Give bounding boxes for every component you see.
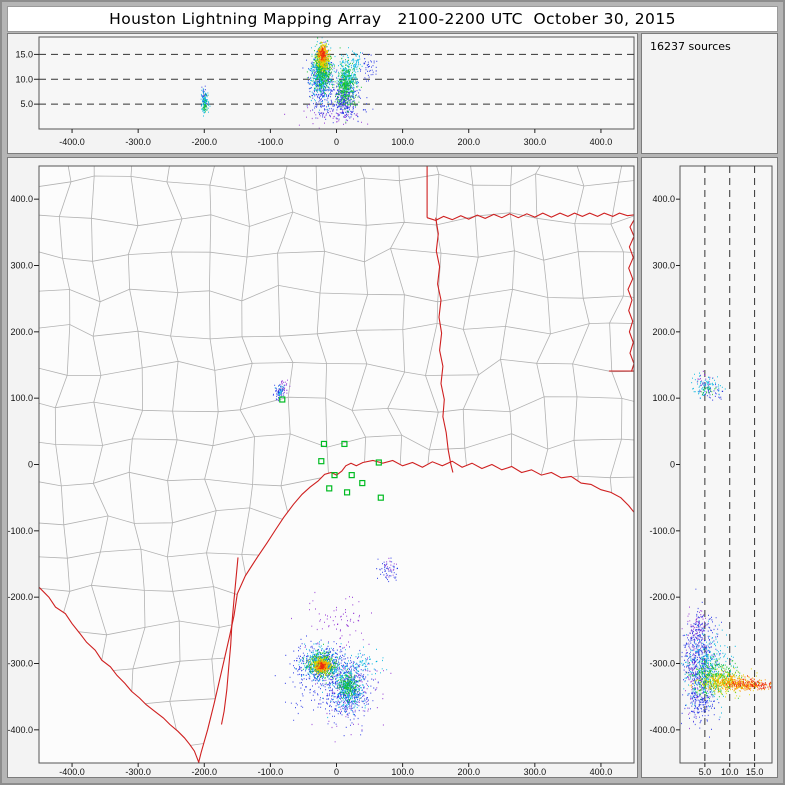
tick-label: -400.0 xyxy=(59,767,85,777)
scatter-points-blue xyxy=(360,52,378,82)
tick-label: 10.0 xyxy=(15,74,33,84)
tick-label: 300.0 xyxy=(10,260,33,270)
scatter-points-blue xyxy=(376,557,398,583)
lma-station-marker xyxy=(343,489,351,496)
scatter-points-purple xyxy=(291,591,372,656)
tick-label: 200.0 xyxy=(457,767,480,777)
tick-label: -400.0 xyxy=(649,725,675,735)
state-borders xyxy=(39,166,634,763)
ms-river-line xyxy=(627,219,634,372)
lma-station-marker xyxy=(377,494,384,501)
tick-label: 100.0 xyxy=(652,393,675,403)
tick-label: 5.0 xyxy=(699,767,712,777)
scatter-points-red xyxy=(318,46,326,61)
lma-station-marker xyxy=(318,458,325,465)
scatter-points-blue xyxy=(284,665,379,721)
tick-label: 200.0 xyxy=(10,327,33,337)
scatter-points-green xyxy=(202,93,209,113)
lma-station-marker xyxy=(320,440,328,448)
tick-label: -400.0 xyxy=(8,725,33,735)
coast-line xyxy=(198,459,634,763)
scatter-points-green xyxy=(700,386,717,396)
tick-label: -100.0 xyxy=(258,137,284,147)
rio-grande-line xyxy=(39,586,200,763)
plan-view-chart: -400.0 -400.0 -300.0 -300.0 -200.0 -200.0 -100… xyxy=(8,165,635,777)
tick-label: -200.0 xyxy=(192,767,218,777)
scatter-points-red xyxy=(726,675,771,690)
tick-label: 0 xyxy=(334,767,339,777)
title-bar: Houston Lightning Mapping Array 2100-220… xyxy=(7,6,778,32)
tick-label: 100.0 xyxy=(391,137,414,147)
scatter-points-cyan xyxy=(274,384,285,395)
tick-label: 400.0 xyxy=(590,137,613,147)
tick-label: -100.0 xyxy=(649,526,675,536)
tick-label: -300.0 xyxy=(125,137,151,147)
sources-count-panel: 16237 sources xyxy=(641,33,778,154)
lma-station-marker xyxy=(375,459,382,466)
tick-label: 300.0 xyxy=(524,767,547,777)
lma-station-marker xyxy=(331,472,338,479)
tick-label: 15.0 xyxy=(15,49,33,59)
island-line xyxy=(220,557,239,725)
altitude-ns-chart: 5.0 10.0 15.0 -400.0 -300.0 -200.0 -100.0 0 100.… xyxy=(649,165,773,777)
scatter-points-green xyxy=(337,669,361,704)
tick-label: -200.0 xyxy=(8,592,33,602)
altitude-ew-panel: 5.0 10.0 15.0 -400.0 -300.0 -200.0 -100.0 0 100.… xyxy=(7,33,638,154)
tick-label: 400.0 xyxy=(652,194,675,204)
scatter-points-purple xyxy=(278,379,291,395)
tick-label: 400.0 xyxy=(590,767,613,777)
lma-station-marker xyxy=(348,472,355,479)
scatter-points-cyan xyxy=(344,646,388,676)
tick-label: 400.0 xyxy=(10,194,33,204)
lma-stations xyxy=(279,396,384,501)
page-title: Houston Lightning Mapping Array 2100-220… xyxy=(109,10,676,28)
tick-label: -200.0 xyxy=(649,592,675,602)
scatter-points-purple xyxy=(284,104,369,129)
scatter-points-cyan xyxy=(691,372,726,399)
tick-label: -300.0 xyxy=(125,767,151,777)
tick-label: 300.0 xyxy=(652,260,675,270)
sources-count-label: 16237 sources xyxy=(650,40,731,53)
plan-view-panel: -400.0 -400.0 -300.0 -300.0 -200.0 -200.0 -100… xyxy=(7,157,638,778)
tick-label: -100.0 xyxy=(8,526,33,536)
tick-label: 300.0 xyxy=(524,137,547,147)
tick-label: 100.0 xyxy=(10,393,33,403)
tick-label: 0 xyxy=(670,459,675,469)
tick-label: 0 xyxy=(28,459,33,469)
tick-label: 100.0 xyxy=(391,767,414,777)
lma-station-marker xyxy=(279,396,286,403)
plot-frame xyxy=(38,36,635,130)
scatter-points-blue xyxy=(272,384,285,402)
tick-label: -400.0 xyxy=(59,137,85,147)
tick-label: 200.0 xyxy=(652,327,675,337)
lma-station-marker xyxy=(341,440,348,448)
scatter-points-cyan xyxy=(348,47,363,70)
tick-label: -200.0 xyxy=(192,137,218,147)
tx-la-line xyxy=(435,217,454,473)
tick-label: 200.0 xyxy=(457,137,480,147)
tick-label: 15.0 xyxy=(746,767,764,777)
red-river-line xyxy=(426,212,634,221)
tick-label: 0 xyxy=(334,137,339,147)
altitude-ns-panel: 5.0 10.0 15.0 -400.0 -300.0 -200.0 -100.0 0 100.… xyxy=(641,157,778,778)
tick-label: -300.0 xyxy=(8,658,33,668)
lma-station-marker xyxy=(359,479,366,487)
scatter-points-red xyxy=(755,681,772,690)
altitude-ew-chart: 5.0 10.0 15.0 -400.0 -300.0 -200.0 -100.0 0 100.… xyxy=(15,36,635,147)
tick-label: 5.0 xyxy=(20,99,33,109)
scatter-points-red xyxy=(315,661,326,671)
tick-label: 10.0 xyxy=(721,767,739,777)
plot-frame xyxy=(679,165,773,764)
lma-station-marker xyxy=(326,485,333,492)
tick-label: -300.0 xyxy=(649,658,675,668)
scatter-points-green xyxy=(331,47,362,123)
tick-label: -100.0 xyxy=(258,767,284,777)
